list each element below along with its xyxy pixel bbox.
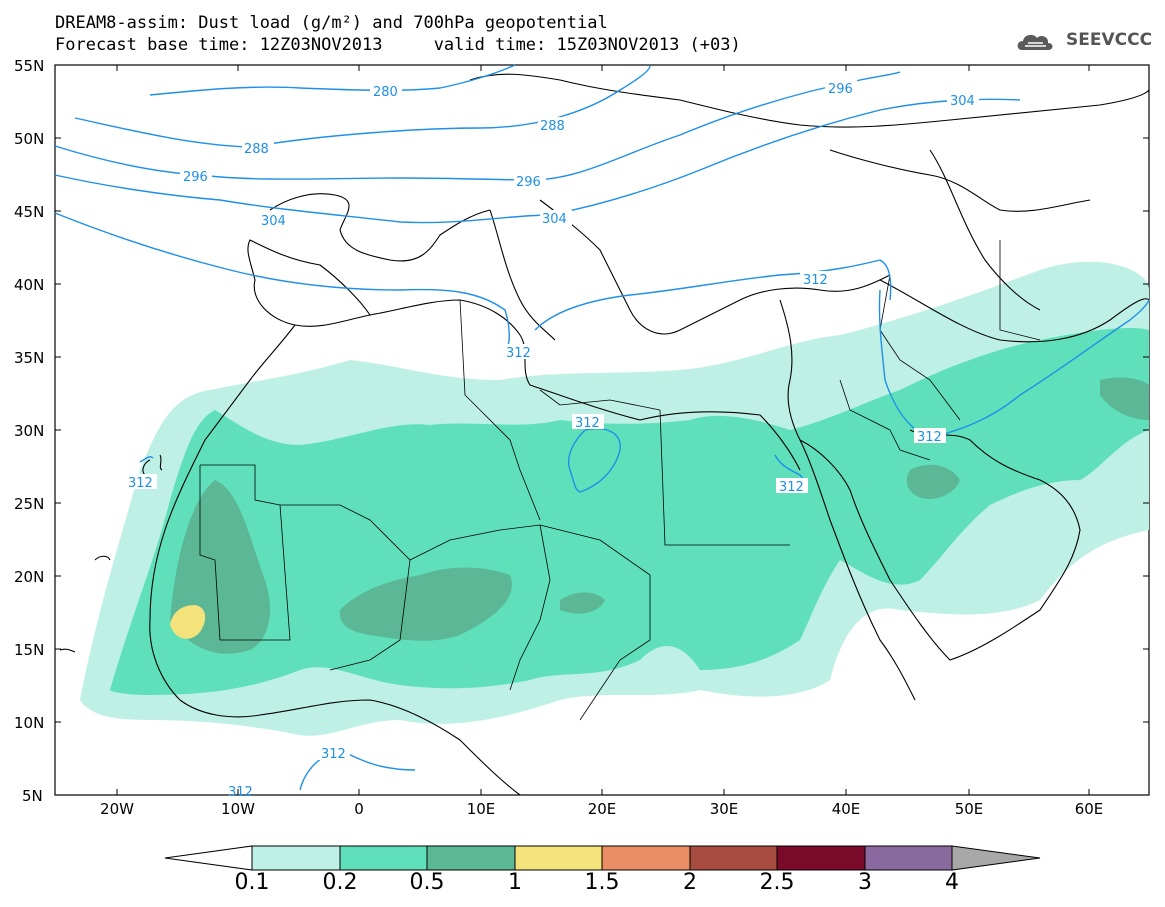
contour-label: 312	[228, 785, 253, 800]
contour-label: 312	[779, 480, 804, 495]
contour-label: 280	[373, 85, 398, 100]
colorbar-label: 1.5	[584, 870, 620, 895]
lat-label: 5N	[22, 787, 43, 805]
colorbar-segment	[601, 845, 691, 871]
lat-label: 40N	[14, 276, 45, 294]
colorbar-label: 0.2	[322, 870, 358, 895]
colorbar-segment	[164, 845, 253, 871]
lat-label: 30N	[14, 422, 45, 440]
lon-label: 30E	[709, 800, 739, 818]
colorbar-label: 0.1	[234, 870, 270, 895]
contour-label: 288	[244, 142, 269, 157]
lat-label: 55N	[14, 57, 45, 75]
contour-label: 312	[506, 346, 531, 361]
contour-label: 312	[803, 273, 828, 288]
chart-title: DREAM8-assim: Dust load (g/m²) and 700hP…	[55, 13, 608, 33]
dust-level-1	[170, 605, 206, 639]
colorbar-label: 2	[683, 870, 697, 895]
contour-label: 296	[828, 82, 853, 97]
colorbar-segment	[951, 845, 1041, 871]
colorbar-label: 2.5	[759, 870, 795, 895]
contour-label: 312	[575, 416, 600, 431]
colorbar-segment	[251, 845, 341, 871]
lon-label: 0	[354, 800, 364, 818]
contour-label: 296	[516, 175, 541, 190]
colorbar-label: 0.5	[409, 870, 445, 895]
colorbar-label: 4	[945, 870, 959, 895]
contour-label: 312	[321, 747, 346, 762]
seevccc-logo	[1017, 34, 1053, 50]
contour-label: 312	[917, 430, 942, 445]
contour-labels: 280 288 288 296 296 296 304 304 304 312 …	[125, 80, 979, 800]
lon-label: 20W	[100, 800, 134, 818]
lat-label: 20N	[14, 568, 45, 586]
lat-label: 15N	[14, 641, 45, 659]
coastlines	[59, 73, 1150, 796]
lat-label: 35N	[14, 349, 45, 367]
contour-label: 296	[183, 170, 208, 185]
axis-ticks	[55, 64, 1149, 796]
lon-label: 40E	[831, 800, 861, 818]
country-borders	[199, 240, 1041, 721]
chart-subtitle: Forecast base time: 12Z03NOV2013 valid t…	[55, 35, 741, 55]
lon-label: 60E	[1074, 800, 1104, 818]
contour-label: 304	[542, 212, 567, 227]
lon-label: 50E	[954, 800, 984, 818]
colorbar-segment	[339, 845, 428, 871]
lat-label: 50N	[14, 130, 45, 148]
contour-label: 304	[261, 214, 286, 229]
colorbar-segment	[514, 845, 603, 871]
lon-label: 10W	[221, 800, 255, 818]
lat-label: 25N	[14, 495, 45, 513]
lon-label: 10E	[466, 800, 496, 818]
logo-text: SEEVCCC	[1066, 30, 1153, 50]
lon-label: 20E	[587, 800, 617, 818]
contour-label: 312	[128, 476, 153, 491]
contour-label: 288	[540, 119, 565, 134]
contour-label: 304	[950, 94, 975, 109]
lat-label: 10N	[14, 714, 45, 732]
colorbar-segment	[776, 845, 866, 871]
colorbar-label: 3	[858, 870, 872, 895]
colorbar-segment	[689, 845, 778, 871]
lat-label: 45N	[14, 203, 45, 221]
colorbar-segment	[426, 845, 516, 871]
colorbar	[164, 845, 1041, 871]
colorbar-label: 1	[508, 870, 522, 895]
colorbar-segment	[864, 845, 953, 871]
